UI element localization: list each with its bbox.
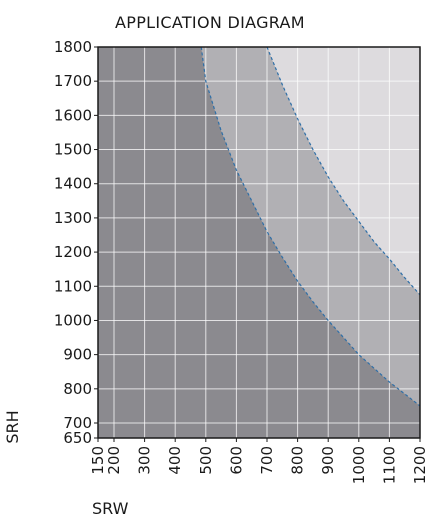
x-tick-label: 300 — [136, 446, 154, 475]
x-tick-label: 600 — [227, 446, 245, 475]
y-tick-label: 900 — [63, 346, 92, 364]
y-tick-label: 1500 — [54, 141, 92, 159]
y-tick-label: 800 — [63, 380, 92, 398]
x-tick-label: 1200 — [411, 446, 429, 484]
x-tick-label: 400 — [166, 446, 184, 475]
chart-title: APPLICATION DIAGRAM — [115, 13, 305, 32]
y-tick-label: 1200 — [54, 243, 92, 261]
x-tick-label: 200 — [105, 446, 123, 475]
boundary-line-1 — [200, 46, 421, 407]
x-tick-label: 1100 — [380, 446, 398, 484]
y-tick-label: 650 — [63, 429, 92, 447]
y-tick-label: 1100 — [54, 277, 92, 295]
y-tick-label: 1700 — [54, 72, 92, 90]
x-tick-label: 500 — [197, 446, 215, 475]
y-tick-label: 1000 — [54, 311, 92, 329]
y-tick-label: 1400 — [54, 175, 92, 193]
y-axis-label: SRH — [3, 410, 22, 443]
plot-area — [94, 46, 421, 442]
x-tick-label: 800 — [289, 446, 307, 475]
plot-frame — [97, 46, 421, 439]
x-tick-label: 900 — [319, 446, 337, 475]
x-tick-label: 1000 — [350, 446, 368, 484]
y-tick-label: 1600 — [54, 106, 92, 124]
tick-labels: 6507008009001000110012001300140015001600… — [54, 38, 429, 484]
x-tick-label: 700 — [258, 446, 276, 475]
y-tick-label: 1300 — [54, 209, 92, 227]
y-tick-label: 1800 — [54, 38, 92, 56]
region-dark — [98, 47, 420, 438]
boundary-line-2 — [266, 46, 421, 296]
y-tick-label: 700 — [63, 414, 92, 432]
x-tick-label: 150 — [89, 446, 107, 475]
x-axis-label: SRW — [92, 499, 129, 518]
